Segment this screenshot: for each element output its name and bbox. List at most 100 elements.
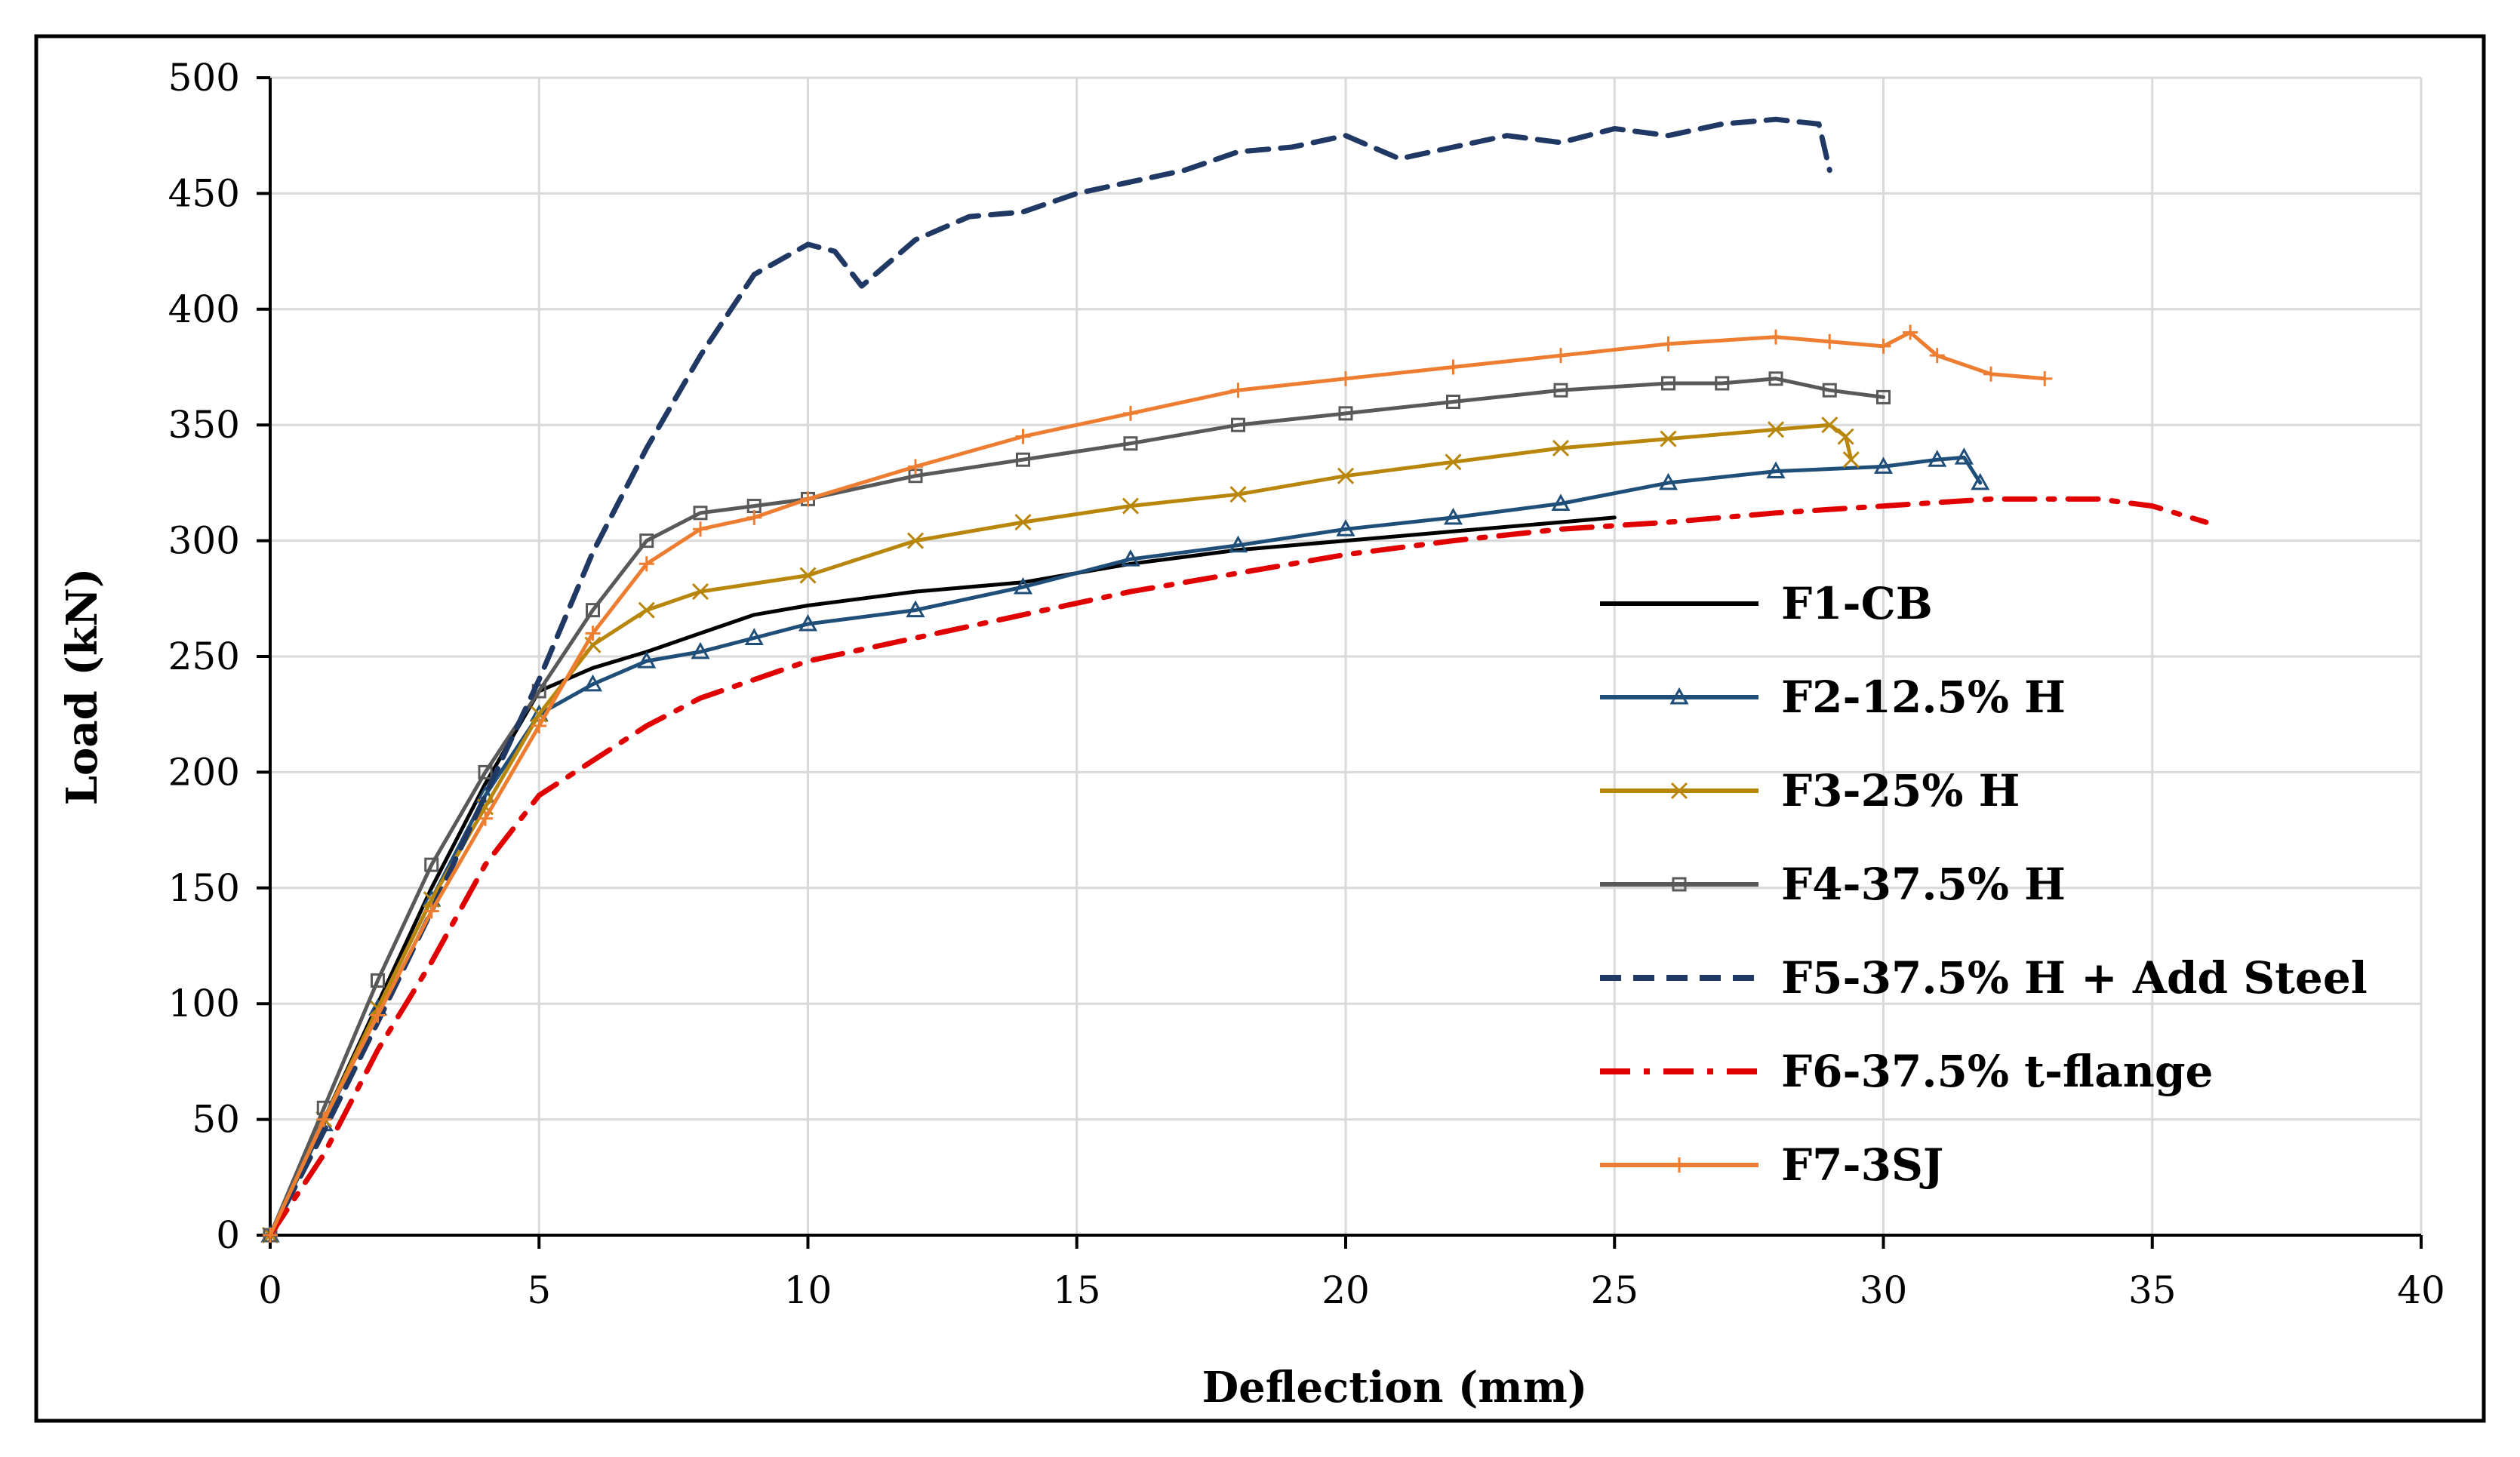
series-line: [268, 330, 2047, 1237]
data-point: [1821, 417, 1838, 434]
series-layer: [260, 116, 2209, 1244]
data-point: [2037, 370, 2053, 386]
data-point: [1660, 430, 1677, 447]
data-point: [531, 718, 547, 734]
data-point: [1837, 428, 1854, 445]
data-point: [1443, 507, 1463, 525]
data-point: [1767, 421, 1785, 438]
series-group: [261, 417, 1860, 1244]
data-point: [586, 603, 600, 618]
data-point: [1669, 687, 1689, 705]
y-tick-label: 200: [168, 750, 240, 794]
data-point: [908, 459, 923, 475]
data-point: [1446, 395, 1460, 410]
series-line: [267, 496, 2209, 1238]
data-point: [1553, 348, 1568, 364]
data-point: [1014, 513, 1032, 531]
data-point: [1228, 535, 1248, 553]
data-point: [1658, 472, 1678, 490]
series-line: [268, 377, 1885, 1237]
data-point: [1842, 451, 1860, 469]
series-group: [267, 496, 2209, 1238]
data-point: [1715, 376, 1730, 391]
data-point: [1231, 417, 1245, 432]
data-point: [1230, 383, 1246, 398]
data-point: [1121, 549, 1140, 567]
y-tick-label: 350: [168, 403, 240, 447]
legend-item: F6-37.5% t-flange: [1600, 1046, 2213, 1097]
x-tick-label: 5: [527, 1268, 551, 1312]
data-point: [1670, 782, 1688, 800]
data-point: [1766, 461, 1786, 479]
series-group: [268, 515, 1617, 1237]
data-point: [638, 601, 655, 619]
data-point: [1768, 329, 1783, 345]
data-point: [583, 674, 603, 692]
data-point: [1445, 359, 1461, 375]
data-point: [1873, 456, 1894, 474]
data-point: [1672, 1157, 1687, 1173]
data-point: [1229, 486, 1247, 503]
data-point: [1552, 439, 1570, 456]
legend-item: F3-25% H: [1600, 765, 2020, 816]
data-point: [1337, 467, 1355, 484]
data-point: [478, 810, 493, 826]
data-point: [1553, 383, 1568, 398]
data-point: [424, 857, 439, 872]
data-point: [691, 583, 709, 601]
legend-label: F7-3SJ: [1781, 1139, 1943, 1191]
data-point: [639, 533, 654, 549]
data-point: [1122, 497, 1140, 515]
y-tick-label: 250: [168, 635, 240, 678]
legend-label: F2-12.5% H: [1781, 672, 2066, 723]
data-point: [1660, 336, 1676, 352]
y-tick-label: 450: [168, 171, 240, 215]
legend-label: F5-37.5% H + Add Steel: [1781, 952, 2368, 1004]
data-point: [371, 973, 385, 988]
legend-item: F1-CB: [1600, 578, 1933, 629]
legend-item: F7-3SJ: [1600, 1139, 1943, 1191]
y-tick-label: 300: [168, 519, 240, 563]
data-point: [637, 651, 657, 669]
x-tick-label: 10: [784, 1268, 832, 1312]
data-point: [1971, 472, 1990, 490]
data-point: [906, 532, 925, 549]
data-point: [1338, 406, 1353, 421]
legend-label: F1-CB: [1781, 578, 1933, 629]
legend: F1-CB F2-12.5% H F3-25% H F4-37.5% H F5-37.5…: [1600, 578, 2368, 1191]
data-point: [1875, 338, 1891, 354]
series-group: [267, 116, 1832, 1238]
series-line: [268, 515, 1617, 1237]
data-point: [1016, 452, 1030, 467]
legend-item: F2-12.5% H: [1600, 672, 2066, 723]
data-point: [1015, 429, 1031, 444]
data-point: [1983, 366, 1998, 382]
x-tick-label: 35: [2128, 1268, 2177, 1312]
data-point: [799, 567, 817, 584]
data-point: [744, 628, 764, 645]
data-point: [693, 506, 708, 521]
legend-label: F4-37.5% H: [1781, 859, 2066, 910]
y-tick-label: 400: [168, 287, 240, 331]
data-point: [1768, 371, 1783, 386]
x-tick-label: 15: [1053, 1268, 1101, 1312]
data-point: [1954, 447, 1974, 465]
data-point: [1822, 383, 1837, 398]
y-tick-label: 150: [168, 866, 240, 910]
x-axis-title: Deflection (mm): [1202, 1363, 1588, 1412]
data-point: [638, 556, 654, 572]
legend-item: F5-37.5% H + Add Steel: [1600, 952, 2368, 1004]
data-point: [1013, 576, 1033, 595]
data-point: [1123, 405, 1138, 421]
data-point: [1336, 519, 1355, 536]
y-tick-label: 100: [168, 982, 240, 1025]
data-point: [906, 600, 925, 618]
x-tick-label: 40: [2397, 1268, 2445, 1312]
y-tick-label: 50: [192, 1098, 240, 1142]
figure-border: [34, 34, 2486, 1423]
x-tick-label: 25: [1590, 1268, 1638, 1312]
data-point: [746, 509, 762, 525]
data-point: [1672, 877, 1687, 892]
